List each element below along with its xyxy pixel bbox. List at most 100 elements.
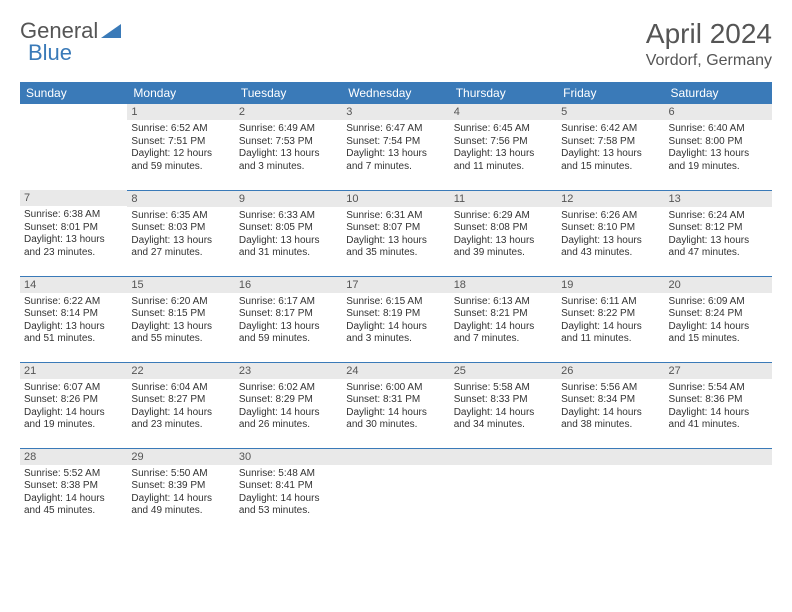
calendar-cell: 27Sunrise: 5:54 AMSunset: 8:36 PMDayligh… bbox=[665, 362, 772, 448]
sunrise-text: Sunrise: 6:02 AM bbox=[239, 382, 338, 395]
sunset-text: Sunset: 8:05 PM bbox=[239, 222, 338, 235]
sunset-text: Sunset: 7:58 PM bbox=[561, 136, 660, 149]
cell-body: Sunrise: 6:02 AMSunset: 8:29 PMDaylight:… bbox=[235, 379, 342, 434]
sunrise-text: Sunrise: 6:00 AM bbox=[346, 382, 445, 395]
sunset-text: Sunset: 7:53 PM bbox=[239, 136, 338, 149]
calendar-cell: 28Sunrise: 5:52 AMSunset: 8:38 PMDayligh… bbox=[20, 448, 127, 534]
calendar-week-row: 1Sunrise: 6:52 AMSunset: 7:51 PMDaylight… bbox=[20, 104, 772, 190]
sunset-text: Sunset: 8:08 PM bbox=[454, 222, 553, 235]
day-number-bar: 12 bbox=[557, 191, 664, 207]
sunset-text: Sunset: 8:03 PM bbox=[131, 222, 230, 235]
sunrise-text: Sunrise: 5:52 AM bbox=[24, 468, 123, 481]
day-number-bar-empty bbox=[665, 449, 772, 465]
daylight-text: Daylight: 13 hours and 15 minutes. bbox=[561, 148, 660, 173]
sunrise-text: Sunrise: 6:04 AM bbox=[131, 382, 230, 395]
day-header: Sunday bbox=[20, 82, 127, 104]
day-number-bar-empty bbox=[450, 449, 557, 465]
day-header: Monday bbox=[127, 82, 234, 104]
cell-body: Sunrise: 6:07 AMSunset: 8:26 PMDaylight:… bbox=[20, 379, 127, 434]
daylight-text: Daylight: 14 hours and 38 minutes. bbox=[561, 407, 660, 432]
title-block: April 2024 Vordorf, Germany bbox=[646, 18, 772, 70]
cell-body: Sunrise: 6:26 AMSunset: 8:10 PMDaylight:… bbox=[557, 207, 664, 262]
calendar-table: SundayMondayTuesdayWednesdayThursdayFrid… bbox=[20, 82, 772, 534]
calendar-cell-blank bbox=[450, 448, 557, 534]
day-number-bar-empty bbox=[557, 449, 664, 465]
day-number-bar: 19 bbox=[557, 277, 664, 293]
cell-body: Sunrise: 6:24 AMSunset: 8:12 PMDaylight:… bbox=[665, 207, 772, 262]
calendar-cell: 29Sunrise: 5:50 AMSunset: 8:39 PMDayligh… bbox=[127, 448, 234, 534]
cell-body: Sunrise: 6:04 AMSunset: 8:27 PMDaylight:… bbox=[127, 379, 234, 434]
day-header: Friday bbox=[557, 82, 664, 104]
calendar-cell-blank bbox=[20, 104, 127, 190]
daylight-text: Daylight: 13 hours and 43 minutes. bbox=[561, 235, 660, 260]
sunrise-text: Sunrise: 6:33 AM bbox=[239, 210, 338, 223]
calendar-cell: 26Sunrise: 5:56 AMSunset: 8:34 PMDayligh… bbox=[557, 362, 664, 448]
sunrise-text: Sunrise: 6:20 AM bbox=[131, 296, 230, 309]
cell-body: Sunrise: 5:54 AMSunset: 8:36 PMDaylight:… bbox=[665, 379, 772, 434]
daylight-text: Daylight: 14 hours and 45 minutes. bbox=[24, 493, 123, 518]
sunset-text: Sunset: 7:56 PM bbox=[454, 136, 553, 149]
cell-body: Sunrise: 6:40 AMSunset: 8:00 PMDaylight:… bbox=[665, 120, 772, 175]
sunrise-text: Sunrise: 6:13 AM bbox=[454, 296, 553, 309]
sunrise-text: Sunrise: 6:42 AM bbox=[561, 123, 660, 136]
calendar-cell: 5Sunrise: 6:42 AMSunset: 7:58 PMDaylight… bbox=[557, 104, 664, 190]
cell-body: Sunrise: 6:52 AMSunset: 7:51 PMDaylight:… bbox=[127, 120, 234, 175]
day-header: Thursday bbox=[450, 82, 557, 104]
sunset-text: Sunset: 8:38 PM bbox=[24, 480, 123, 493]
sunset-text: Sunset: 8:31 PM bbox=[346, 394, 445, 407]
cell-body: Sunrise: 6:49 AMSunset: 7:53 PMDaylight:… bbox=[235, 120, 342, 175]
calendar-cell: 18Sunrise: 6:13 AMSunset: 8:21 PMDayligh… bbox=[450, 276, 557, 362]
day-number-bar: 17 bbox=[342, 277, 449, 293]
calendar-cell: 25Sunrise: 5:58 AMSunset: 8:33 PMDayligh… bbox=[450, 362, 557, 448]
calendar-week-row: 14Sunrise: 6:22 AMSunset: 8:14 PMDayligh… bbox=[20, 276, 772, 362]
calendar-cell-blank bbox=[665, 448, 772, 534]
cell-body: Sunrise: 6:33 AMSunset: 8:05 PMDaylight:… bbox=[235, 207, 342, 262]
day-number-bar: 20 bbox=[665, 277, 772, 293]
cell-body: Sunrise: 6:22 AMSunset: 8:14 PMDaylight:… bbox=[20, 293, 127, 348]
day-number-bar: 9 bbox=[235, 191, 342, 207]
day-number-bar: 22 bbox=[127, 363, 234, 379]
cell-body: Sunrise: 5:52 AMSunset: 8:38 PMDaylight:… bbox=[20, 465, 127, 520]
sunset-text: Sunset: 8:29 PM bbox=[239, 394, 338, 407]
calendar-cell: 9Sunrise: 6:33 AMSunset: 8:05 PMDaylight… bbox=[235, 190, 342, 276]
sunset-text: Sunset: 8:27 PM bbox=[131, 394, 230, 407]
calendar-cell: 30Sunrise: 5:48 AMSunset: 8:41 PMDayligh… bbox=[235, 448, 342, 534]
sunrise-text: Sunrise: 6:26 AM bbox=[561, 210, 660, 223]
daylight-text: Daylight: 13 hours and 39 minutes. bbox=[454, 235, 553, 260]
sunrise-text: Sunrise: 6:11 AM bbox=[561, 296, 660, 309]
sunrise-text: Sunrise: 6:07 AM bbox=[24, 382, 123, 395]
sunset-text: Sunset: 8:22 PM bbox=[561, 308, 660, 321]
day-number-bar: 10 bbox=[342, 191, 449, 207]
calendar-cell: 10Sunrise: 6:31 AMSunset: 8:07 PMDayligh… bbox=[342, 190, 449, 276]
daylight-text: Daylight: 13 hours and 47 minutes. bbox=[669, 235, 768, 260]
day-number-bar: 2 bbox=[235, 104, 342, 120]
calendar-week-row: 21Sunrise: 6:07 AMSunset: 8:26 PMDayligh… bbox=[20, 362, 772, 448]
sunrise-text: Sunrise: 6:47 AM bbox=[346, 123, 445, 136]
day-number-bar: 24 bbox=[342, 363, 449, 379]
sunset-text: Sunset: 7:54 PM bbox=[346, 136, 445, 149]
sunset-text: Sunset: 8:14 PM bbox=[24, 308, 123, 321]
sunset-text: Sunset: 8:07 PM bbox=[346, 222, 445, 235]
sunset-text: Sunset: 8:41 PM bbox=[239, 480, 338, 493]
sunrise-text: Sunrise: 5:58 AM bbox=[454, 382, 553, 395]
sunset-text: Sunset: 8:10 PM bbox=[561, 222, 660, 235]
sunrise-text: Sunrise: 5:48 AM bbox=[239, 468, 338, 481]
day-number-bar: 18 bbox=[450, 277, 557, 293]
logo-triangle-icon bbox=[101, 20, 121, 43]
daylight-text: Daylight: 13 hours and 19 minutes. bbox=[669, 148, 768, 173]
day-number-bar: 13 bbox=[665, 191, 772, 207]
sunset-text: Sunset: 8:19 PM bbox=[346, 308, 445, 321]
sunset-text: Sunset: 8:21 PM bbox=[454, 308, 553, 321]
sunrise-text: Sunrise: 6:35 AM bbox=[131, 210, 230, 223]
calendar-cell: 6Sunrise: 6:40 AMSunset: 8:00 PMDaylight… bbox=[665, 104, 772, 190]
daylight-text: Daylight: 14 hours and 41 minutes. bbox=[669, 407, 768, 432]
sunset-text: Sunset: 7:51 PM bbox=[131, 136, 230, 149]
sunset-text: Sunset: 8:15 PM bbox=[131, 308, 230, 321]
calendar-cell: 8Sunrise: 6:35 AMSunset: 8:03 PMDaylight… bbox=[127, 190, 234, 276]
daylight-text: Daylight: 13 hours and 59 minutes. bbox=[239, 321, 338, 346]
day-header: Tuesday bbox=[235, 82, 342, 104]
sunrise-text: Sunrise: 6:40 AM bbox=[669, 123, 768, 136]
daylight-text: Daylight: 13 hours and 55 minutes. bbox=[131, 321, 230, 346]
calendar-cell: 14Sunrise: 6:22 AMSunset: 8:14 PMDayligh… bbox=[20, 276, 127, 362]
day-header: Wednesday bbox=[342, 82, 449, 104]
